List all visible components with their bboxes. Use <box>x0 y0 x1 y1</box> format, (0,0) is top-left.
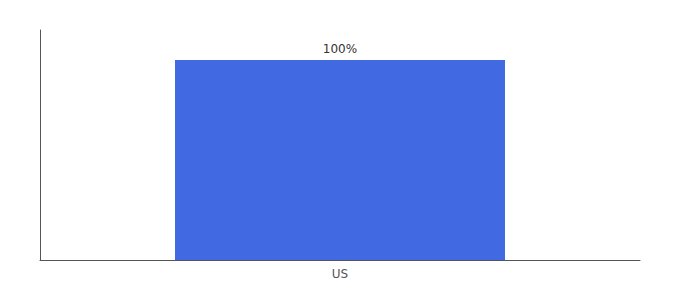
svg-text:US: US <box>332 267 348 281</box>
svg-text:100%: 100% <box>323 42 357 56</box>
